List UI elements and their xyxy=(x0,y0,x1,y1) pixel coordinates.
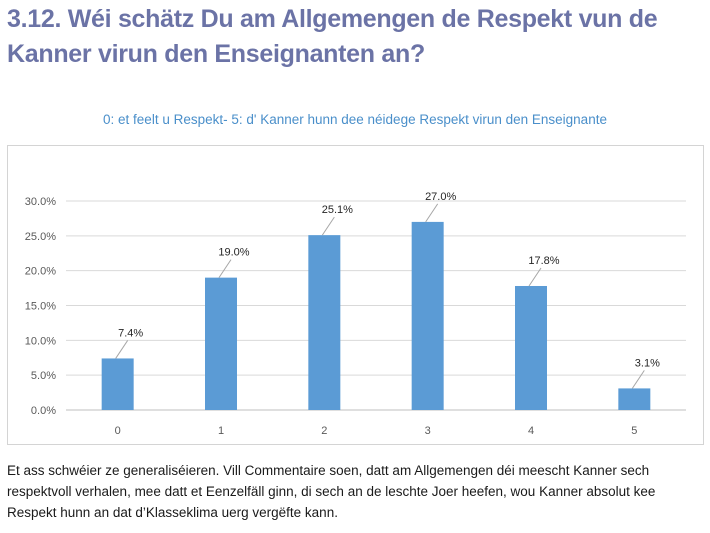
bar xyxy=(515,285,547,410)
data-label-leader xyxy=(631,370,645,389)
bar xyxy=(618,388,651,410)
data-label: 27.0% xyxy=(425,191,456,203)
y-tick-label: 10.0% xyxy=(25,335,56,347)
x-tick-label: 0 xyxy=(115,425,121,437)
bar xyxy=(205,277,237,410)
body-paragraph: Et ass schwéier ze generaliséieren. Vill… xyxy=(7,463,656,520)
x-tick-label: 3 xyxy=(425,425,431,437)
data-label-leader xyxy=(321,216,335,236)
y-tick-label: 25.0% xyxy=(25,231,56,243)
x-tick-label: 2 xyxy=(321,425,327,437)
y-tick-label: 0.0% xyxy=(31,405,56,417)
bar xyxy=(308,235,341,410)
x-tick-label: 1 xyxy=(218,425,224,437)
y-tick-label: 15.0% xyxy=(25,301,56,313)
chart-title: 0: et feelt u Respekt- 5: d' Kanner hunn… xyxy=(103,112,607,127)
data-label: 19.0% xyxy=(218,247,249,259)
data-label: 7.4% xyxy=(118,327,143,339)
bar xyxy=(411,221,444,410)
data-label-leader xyxy=(218,259,232,278)
section-heading: 3.12. Wéi schätz Du am Allgemengen de Re… xyxy=(7,5,658,68)
data-label-leader xyxy=(115,340,129,359)
data-label: 25.1% xyxy=(322,204,353,216)
data-label-leader xyxy=(528,267,542,287)
chart-frame: 0.0% 5.0% 10.0% 15.0% 20.0% 25.0% 30.0% 7.4% 0 19… xyxy=(7,145,704,445)
bar xyxy=(101,358,134,410)
bar-chart: 0.0% 5.0% 10.0% 15.0% 20.0% 25.0% 30.0% 7.4% 0 19… xyxy=(25,191,686,437)
y-tick-label: 20.0% xyxy=(25,266,56,278)
y-tick-label: 5.0% xyxy=(31,370,56,382)
x-tick-label: 5 xyxy=(631,425,637,437)
x-tick-label: 4 xyxy=(528,425,534,437)
y-tick-label: 30.0% xyxy=(25,196,56,208)
data-label-leader xyxy=(425,203,439,223)
data-label: 17.8% xyxy=(528,255,559,267)
data-label: 3.1% xyxy=(635,357,660,369)
